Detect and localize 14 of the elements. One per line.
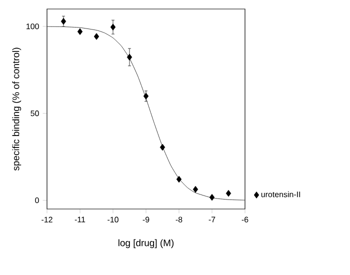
point (209, 194, 215, 201)
point (77, 28, 83, 35)
line-series (47, 26, 245, 200)
point (226, 190, 232, 197)
point (110, 24, 116, 30)
point (192, 186, 198, 193)
point (160, 144, 166, 151)
point (176, 176, 182, 183)
point (126, 54, 132, 61)
point (60, 18, 66, 25)
point (94, 33, 100, 40)
y-axis-title: specific binding (% of control) (12, 48, 22, 171)
point (143, 92, 149, 100)
x-axis-title: log [drug] (M) (118, 239, 174, 248)
